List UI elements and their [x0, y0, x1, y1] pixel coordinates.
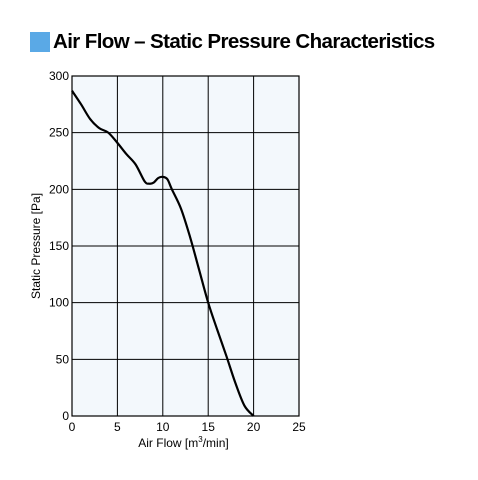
x-axis-label-main: Air Flow [m	[138, 436, 198, 450]
y-tick-label: 200	[49, 182, 69, 196]
chart-title-row: Air Flow – Static Pressure Characteristi…	[30, 28, 435, 56]
y-tick-label: 100	[49, 296, 69, 310]
y-axis-label: Static Pressure [Pa]	[29, 193, 43, 299]
x-tick-label: 15	[202, 420, 216, 434]
y-tick-label: 0	[62, 409, 69, 423]
x-tick-label: 25	[292, 420, 306, 434]
x-axis-label-tail: /min]	[203, 436, 229, 450]
y-tick-label: 50	[56, 352, 70, 366]
x-tick-label: 10	[156, 420, 170, 434]
plot-frame	[71, 75, 300, 417]
y-tick-label: 300	[49, 69, 69, 83]
x-tick-label: 0	[69, 420, 76, 434]
x-axis-label: Air Flow [m3/min]	[138, 435, 228, 450]
x-axis-label-superscript: 3	[198, 435, 203, 444]
y-tick-label: 250	[49, 126, 69, 140]
y-axis-ticks: 0 50 100 150 200 250 300	[49, 69, 69, 423]
pressure-curve	[71, 90, 255, 417]
x-axis-ticks: 0 5 10 15 20 25	[69, 420, 306, 434]
chart-title: Air Flow – Static Pressure Characteristi…	[53, 30, 435, 53]
title-marker-square	[30, 32, 50, 52]
x-tick-label: 20	[247, 420, 261, 434]
y-tick-label: 150	[49, 239, 69, 253]
x-tick-label: 5	[114, 420, 121, 434]
